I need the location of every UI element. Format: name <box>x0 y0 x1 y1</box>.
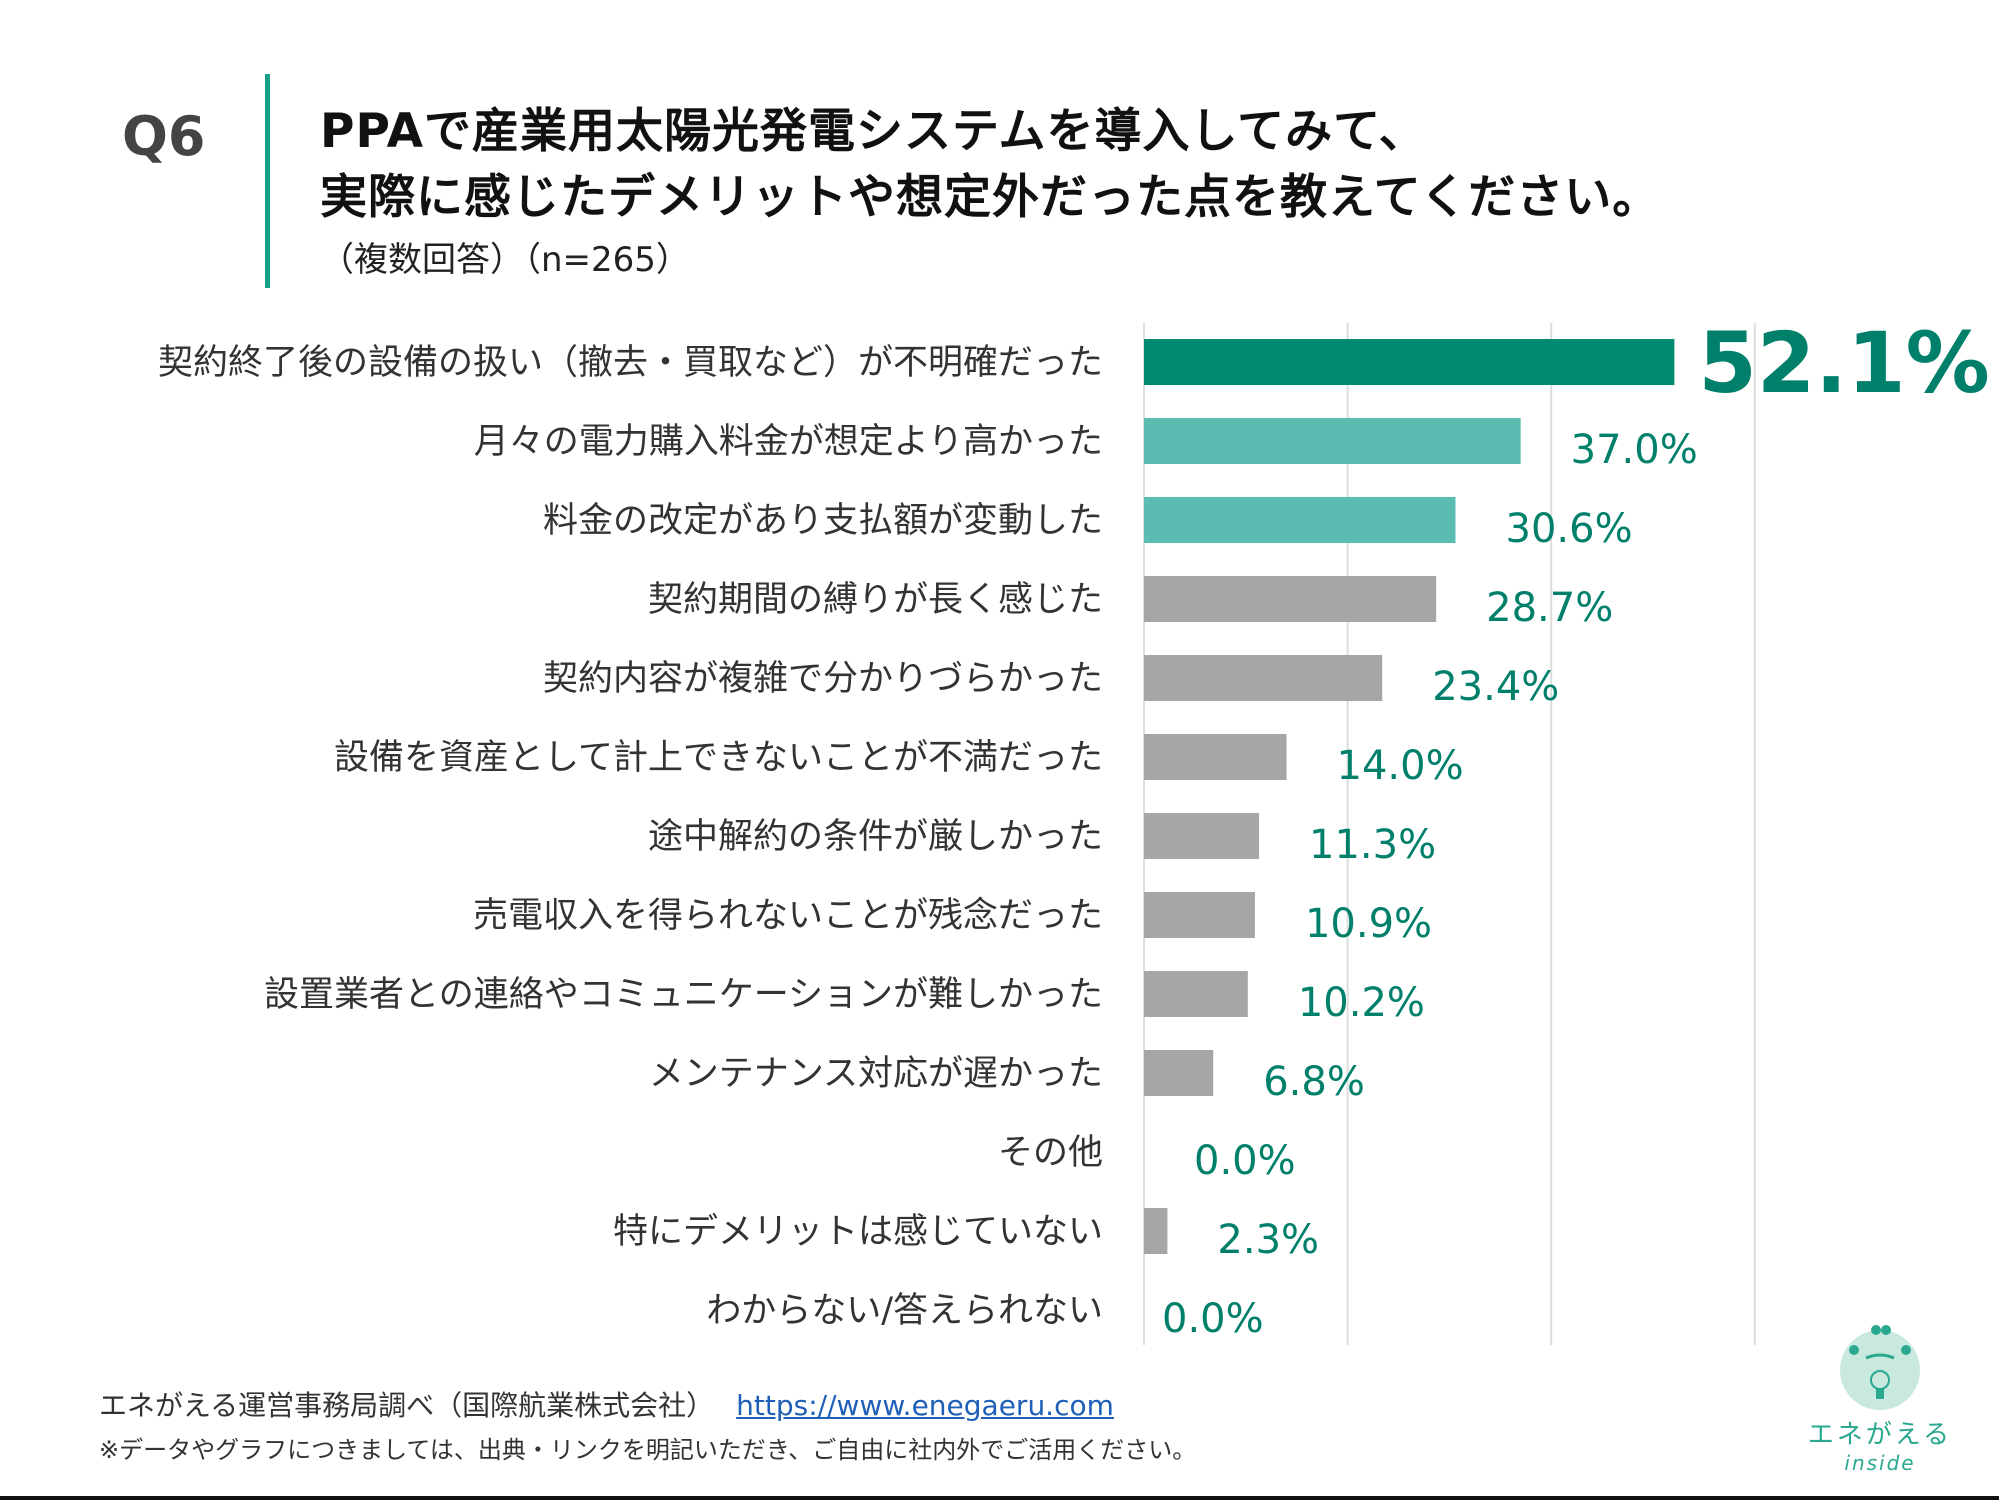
title-divider <box>265 74 270 288</box>
category-label: 契約終了後の設備の扱い（撤去・買取など）が不明確だった <box>158 343 1103 383</box>
category-label: 契約期間の縛りが長く感じた <box>648 580 1103 620</box>
chart-title-line1: PPAで産業用太陽光発電システムを導入してみて、 <box>320 104 1427 159</box>
value-label: 14.0% <box>1337 743 1464 789</box>
value-label: 28.7% <box>1486 585 1613 631</box>
value-label: 10.9% <box>1305 901 1432 947</box>
bar-chart: 契約終了後の設備の扱い（撤去・買取など）が不明確だった 52.1% 月々の電力購入料… <box>158 314 1990 1345</box>
bar <box>1144 339 1675 385</box>
usage-note: ※データやグラフにつきましては、出典・リンクを明記いただき、ご自由に社内外でご活… <box>99 1436 1197 1464</box>
value-label: 0.0% <box>1162 1296 1264 1342</box>
bar <box>1144 576 1437 622</box>
logo-subtext: inside <box>1844 1451 1916 1475</box>
bar <box>1144 497 1456 543</box>
source-text: エネがえる運営事務局調べ（国際航業株式会社） <box>99 1389 715 1422</box>
bar <box>1144 1050 1214 1096</box>
bottom-border <box>0 1496 1999 1500</box>
category-label: その他 <box>998 1133 1103 1173</box>
value-label: 2.3% <box>1217 1217 1319 1263</box>
category-label: 月々の電力購入料金が想定より高かった <box>474 422 1103 462</box>
category-label: メンテナンス対応が遅かった <box>649 1054 1103 1094</box>
category-label: 料金の改定があり支払額が変動した <box>543 501 1103 541</box>
chart-title-line2: 実際に感じたデメリットや想定外だった点を教えてください。 <box>320 170 1661 225</box>
bar <box>1144 655 1383 701</box>
value-label: 6.8% <box>1263 1059 1365 1105</box>
category-label: 売電収入を得られないことが残念だった <box>473 896 1103 936</box>
value-label: 30.6% <box>1506 506 1633 552</box>
category-label: 契約内容が複雑で分かりづらかった <box>543 659 1103 699</box>
value-label: 37.0% <box>1571 427 1698 473</box>
category-label: わからない/答えられない <box>706 1291 1103 1331</box>
value-label: 52.1% <box>1698 314 1989 412</box>
bar <box>1144 971 1248 1017</box>
value-label: 23.4% <box>1432 664 1559 710</box>
category-label: 途中解約の条件が厳しかった <box>648 817 1103 857</box>
frog-bulb-logo-icon <box>1840 1325 1920 1410</box>
chart-subtitle: （複数回答）（n=265） <box>320 240 690 280</box>
source-line: エネがえる運営事務局調べ（国際航業株式会社） https://www.enegae… <box>99 1384 1114 1424</box>
logo-text: エネがえる <box>1807 1420 1953 1450</box>
enegaeru-logo: エネがえる inside <box>1800 1320 1960 1475</box>
value-label: 10.2% <box>1298 980 1425 1026</box>
source-link[interactable]: https://www.enegaeru.com <box>736 1389 1114 1422</box>
category-label: 設置業者との連絡やコミュニケーションが難しかった <box>264 975 1103 1015</box>
bar <box>1144 892 1255 938</box>
category-label: 設備を資産として計上できないことが不満だった <box>334 738 1103 778</box>
value-label: 11.3% <box>1309 822 1436 868</box>
bar <box>1144 418 1521 464</box>
category-label: 特にデメリットは感じていない <box>613 1212 1103 1252</box>
bar <box>1144 734 1287 780</box>
bar <box>1144 1208 1168 1254</box>
bar <box>1144 813 1260 859</box>
value-label: 0.0% <box>1194 1138 1296 1184</box>
question-number: Q6 <box>122 105 206 168</box>
